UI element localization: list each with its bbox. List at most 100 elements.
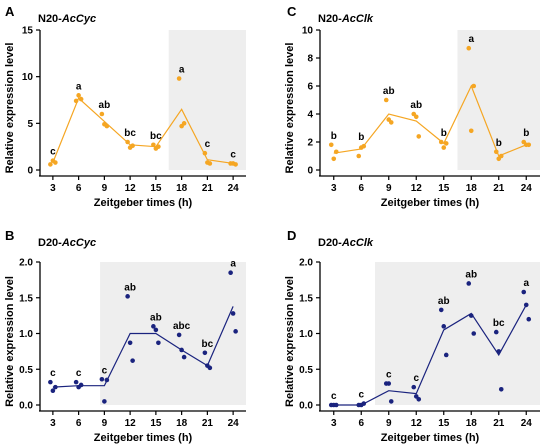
significance-letter: bc bbox=[493, 318, 505, 329]
y-tick-label: 0 bbox=[27, 166, 33, 177]
data-point bbox=[53, 384, 58, 390]
x-tick-label: 18 bbox=[176, 183, 188, 194]
data-point bbox=[233, 162, 238, 167]
data-point bbox=[73, 379, 79, 385]
panel-title: D20-AcCyc bbox=[38, 237, 96, 249]
data-point bbox=[207, 161, 213, 166]
data-point bbox=[521, 289, 527, 295]
x-tick-label: 15 bbox=[150, 183, 162, 194]
x-axis-label: Zeitgeber times (h) bbox=[94, 197, 193, 209]
y-tick-label: 8 bbox=[307, 54, 313, 65]
data-point bbox=[466, 281, 472, 286]
data-point bbox=[441, 324, 447, 329]
panel-a: A N20-AcCyc 0 5 10 15 3 6 9 12 15 18 21 24 Zeitgeber t… bbox=[4, 4, 246, 209]
x-tick-label: 15 bbox=[438, 418, 450, 429]
data-point bbox=[102, 399, 107, 404]
y-tick-label: 0.0 bbox=[299, 401, 313, 412]
data-point bbox=[156, 340, 161, 346]
significance-letter: c bbox=[50, 368, 56, 379]
y-tick-label: 0.5 bbox=[299, 365, 313, 376]
x-tick-label: 6 bbox=[358, 183, 364, 194]
data-point bbox=[151, 142, 156, 148]
significance-letter: b bbox=[496, 138, 502, 149]
x-tick-label: 21 bbox=[202, 418, 214, 429]
data-point bbox=[181, 121, 187, 126]
title-gene: AcClk bbox=[341, 13, 374, 25]
data-point bbox=[50, 388, 56, 394]
data-point bbox=[471, 83, 477, 89]
data-point bbox=[361, 143, 367, 149]
significance-letter: a bbox=[468, 34, 474, 45]
data-point bbox=[388, 120, 394, 125]
x-tick-label: 21 bbox=[493, 183, 505, 194]
significance-letter: c bbox=[50, 147, 56, 158]
significance-letter: ab bbox=[438, 296, 450, 307]
significance-letter: bc bbox=[202, 339, 214, 350]
significance-letter: b bbox=[523, 128, 529, 139]
x-tick-label: 18 bbox=[176, 418, 188, 429]
data-point bbox=[202, 150, 208, 156]
x-tick-label: 18 bbox=[466, 418, 478, 429]
title-prefix: D20- bbox=[318, 237, 342, 249]
shaded-region bbox=[457, 30, 540, 170]
x-tick-label: 3 bbox=[50, 183, 56, 194]
x-axis-label: Zeitgeber times (h) bbox=[381, 432, 480, 444]
data-point bbox=[104, 123, 110, 129]
data-point bbox=[386, 381, 392, 386]
x-axis-label: Zeitgeber times (h) bbox=[381, 197, 480, 209]
significance-letter: c bbox=[413, 373, 419, 384]
y-tick-label: 2.0 bbox=[19, 258, 33, 269]
significance-letter: bc bbox=[150, 131, 162, 142]
x-tick-label: 24 bbox=[521, 183, 533, 194]
data-point bbox=[328, 142, 334, 148]
y-tick-label: 1.0 bbox=[19, 329, 33, 340]
title-prefix: N20- bbox=[318, 13, 342, 25]
data-point bbox=[438, 139, 444, 145]
panel-letter: A bbox=[5, 4, 15, 19]
panel-title: D20-AcClk bbox=[318, 237, 374, 249]
x-tick-label: 24 bbox=[228, 183, 240, 194]
data-point bbox=[48, 379, 53, 385]
data-point bbox=[526, 316, 532, 322]
data-point bbox=[125, 294, 130, 299]
data-point bbox=[176, 76, 182, 81]
data-point bbox=[468, 128, 474, 134]
data-point bbox=[443, 352, 449, 358]
x-tick-label: 9 bbox=[386, 183, 392, 194]
x-tick-label: 18 bbox=[466, 183, 478, 194]
x-tick-label: 9 bbox=[102, 183, 108, 194]
data-point bbox=[156, 144, 161, 149]
x-tick-label: 6 bbox=[358, 418, 364, 429]
data-point bbox=[411, 384, 417, 390]
significance-letter: b bbox=[441, 128, 447, 139]
x-tick-label: 9 bbox=[386, 418, 392, 429]
data-point bbox=[498, 386, 504, 392]
x-tick-label: 3 bbox=[331, 183, 337, 194]
data-point bbox=[48, 162, 53, 167]
mean-line bbox=[52, 97, 234, 165]
significance-letter: ab bbox=[124, 282, 136, 293]
panel-letter: D bbox=[287, 228, 296, 243]
y-tick-label: 2.0 bbox=[299, 258, 313, 269]
significance-letter: c bbox=[331, 391, 337, 402]
data-point bbox=[99, 376, 105, 382]
data-point bbox=[471, 331, 477, 336]
data-point bbox=[331, 156, 337, 162]
significance-letter: c bbox=[102, 365, 108, 376]
significance-letter: c bbox=[76, 368, 82, 379]
data-point bbox=[441, 145, 447, 150]
significance-letter: b bbox=[358, 132, 364, 143]
data-point bbox=[76, 93, 81, 98]
x-tick-label: 12 bbox=[125, 418, 137, 429]
y-tick-label: 1.5 bbox=[19, 293, 33, 304]
data-point bbox=[181, 354, 187, 360]
shaded-region bbox=[375, 262, 540, 405]
x-tick-label: 21 bbox=[493, 418, 505, 429]
x-tick-label: 3 bbox=[50, 418, 56, 429]
significance-letter: ab bbox=[383, 86, 395, 97]
panel-letter: B bbox=[5, 228, 14, 243]
data-point bbox=[388, 399, 394, 404]
data-point bbox=[176, 332, 182, 338]
data-point bbox=[53, 160, 58, 165]
